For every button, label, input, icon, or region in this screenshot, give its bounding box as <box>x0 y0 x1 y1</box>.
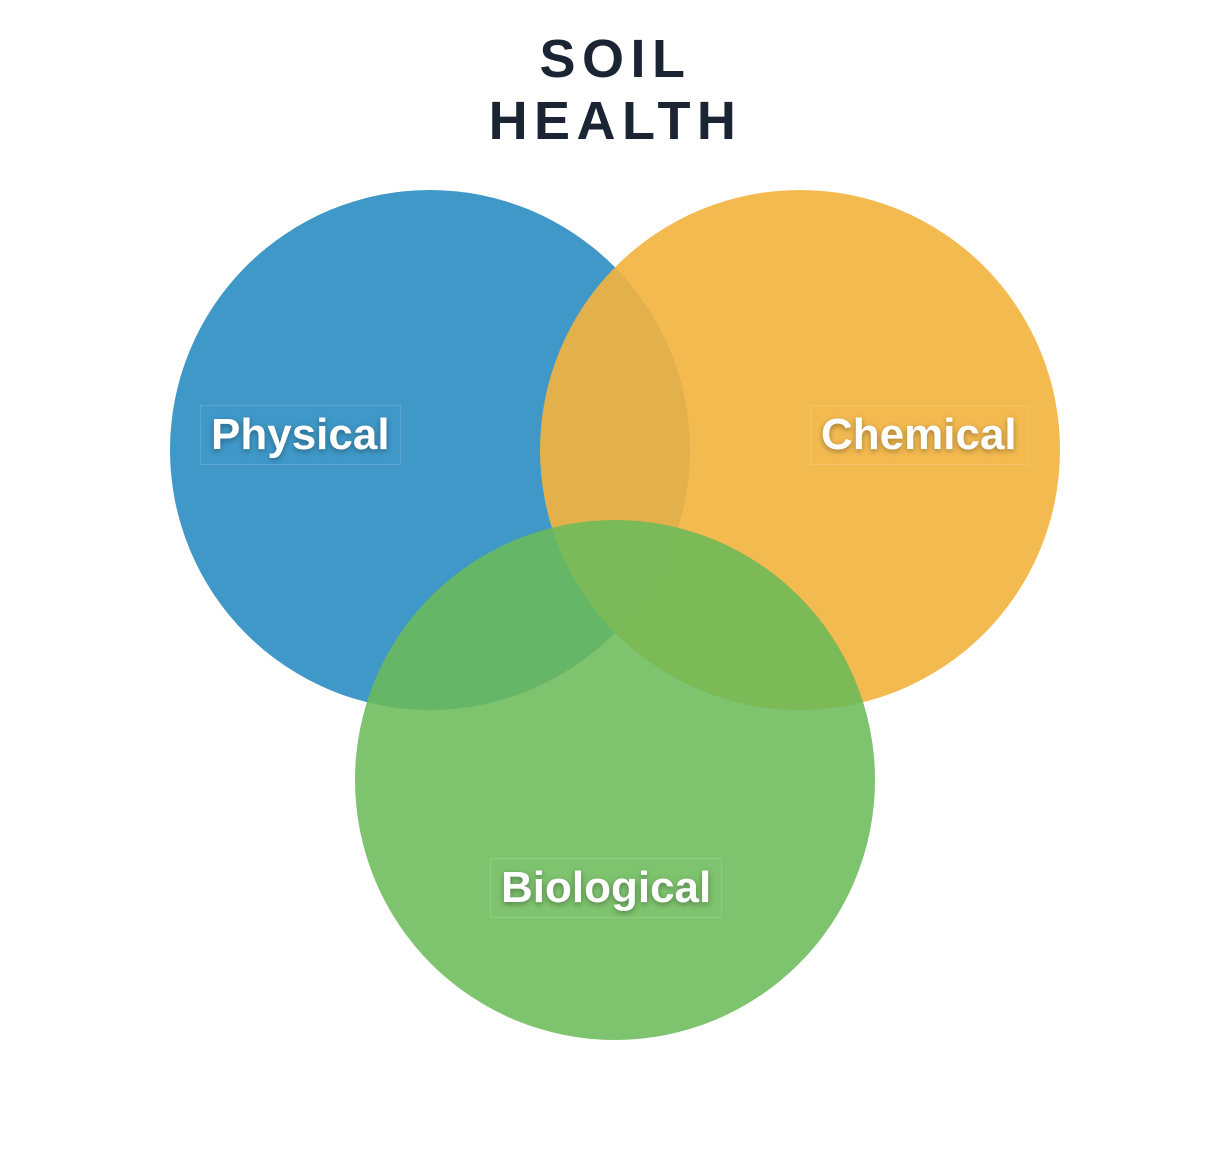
venn-label-chemical: Chemical <box>810 405 1028 465</box>
venn-circle-biological <box>355 520 875 1040</box>
venn-label-biological: Biological <box>490 858 722 918</box>
venn-label-physical: Physical <box>200 405 401 465</box>
diagram-stage: SOIL HEALTH Physical Chemical Biological <box>0 0 1231 1172</box>
venn-layer <box>0 0 1231 1172</box>
